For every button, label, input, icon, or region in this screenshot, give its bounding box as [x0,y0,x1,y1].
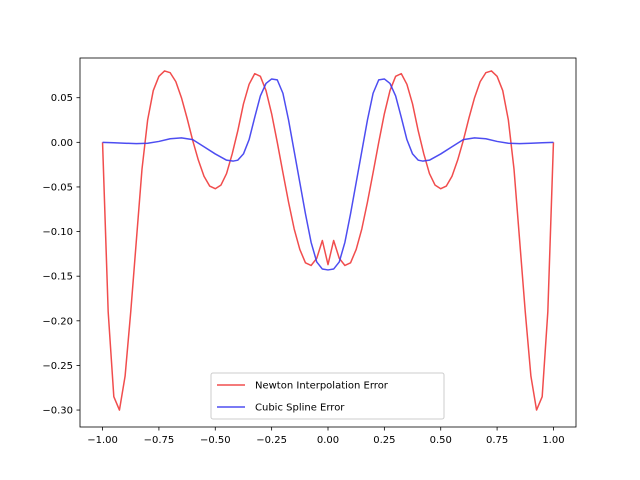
y-tick-label: −0.20 [42,316,73,327]
y-tick-label: 0.00 [51,138,73,149]
y-tick-label: −0.30 [42,406,73,417]
x-tick-label: 1.00 [542,435,564,446]
y-tick-label: −0.05 [42,182,73,193]
y-tick-label: −0.15 [42,272,73,283]
plot-area [101,70,555,411]
x-tick-label: 0.00 [317,435,339,446]
axes: −1.00 −0.75 −0.50 −0.25 0.00 0.25 0.50 0.75 1.00… [42,57,577,446]
series-line-newton [101,70,555,411]
x-tick-label: 0.50 [430,435,452,446]
x-tick-label: −0.25 [256,435,287,446]
y-tick-label: 0.05 [51,93,73,104]
x-tick-label: 0.25 [373,435,395,446]
y-tick-label: −0.25 [42,361,73,372]
legend-label-spline: Cubic Spline Error [255,403,345,414]
legend-box [210,372,445,420]
x-tick-label: −1.00 [87,435,118,446]
legend: Newton Interpolation Error Cubic Spline E… [210,372,445,420]
x-tick-label: −0.75 [144,435,175,446]
x-tick-label: −0.50 [200,435,231,446]
series-line-spline [102,78,554,271]
x-tick-label: 0.75 [486,435,508,446]
y-tick-label: −0.10 [42,227,73,238]
legend-label-newton: Newton Interpolation Error [255,381,389,392]
